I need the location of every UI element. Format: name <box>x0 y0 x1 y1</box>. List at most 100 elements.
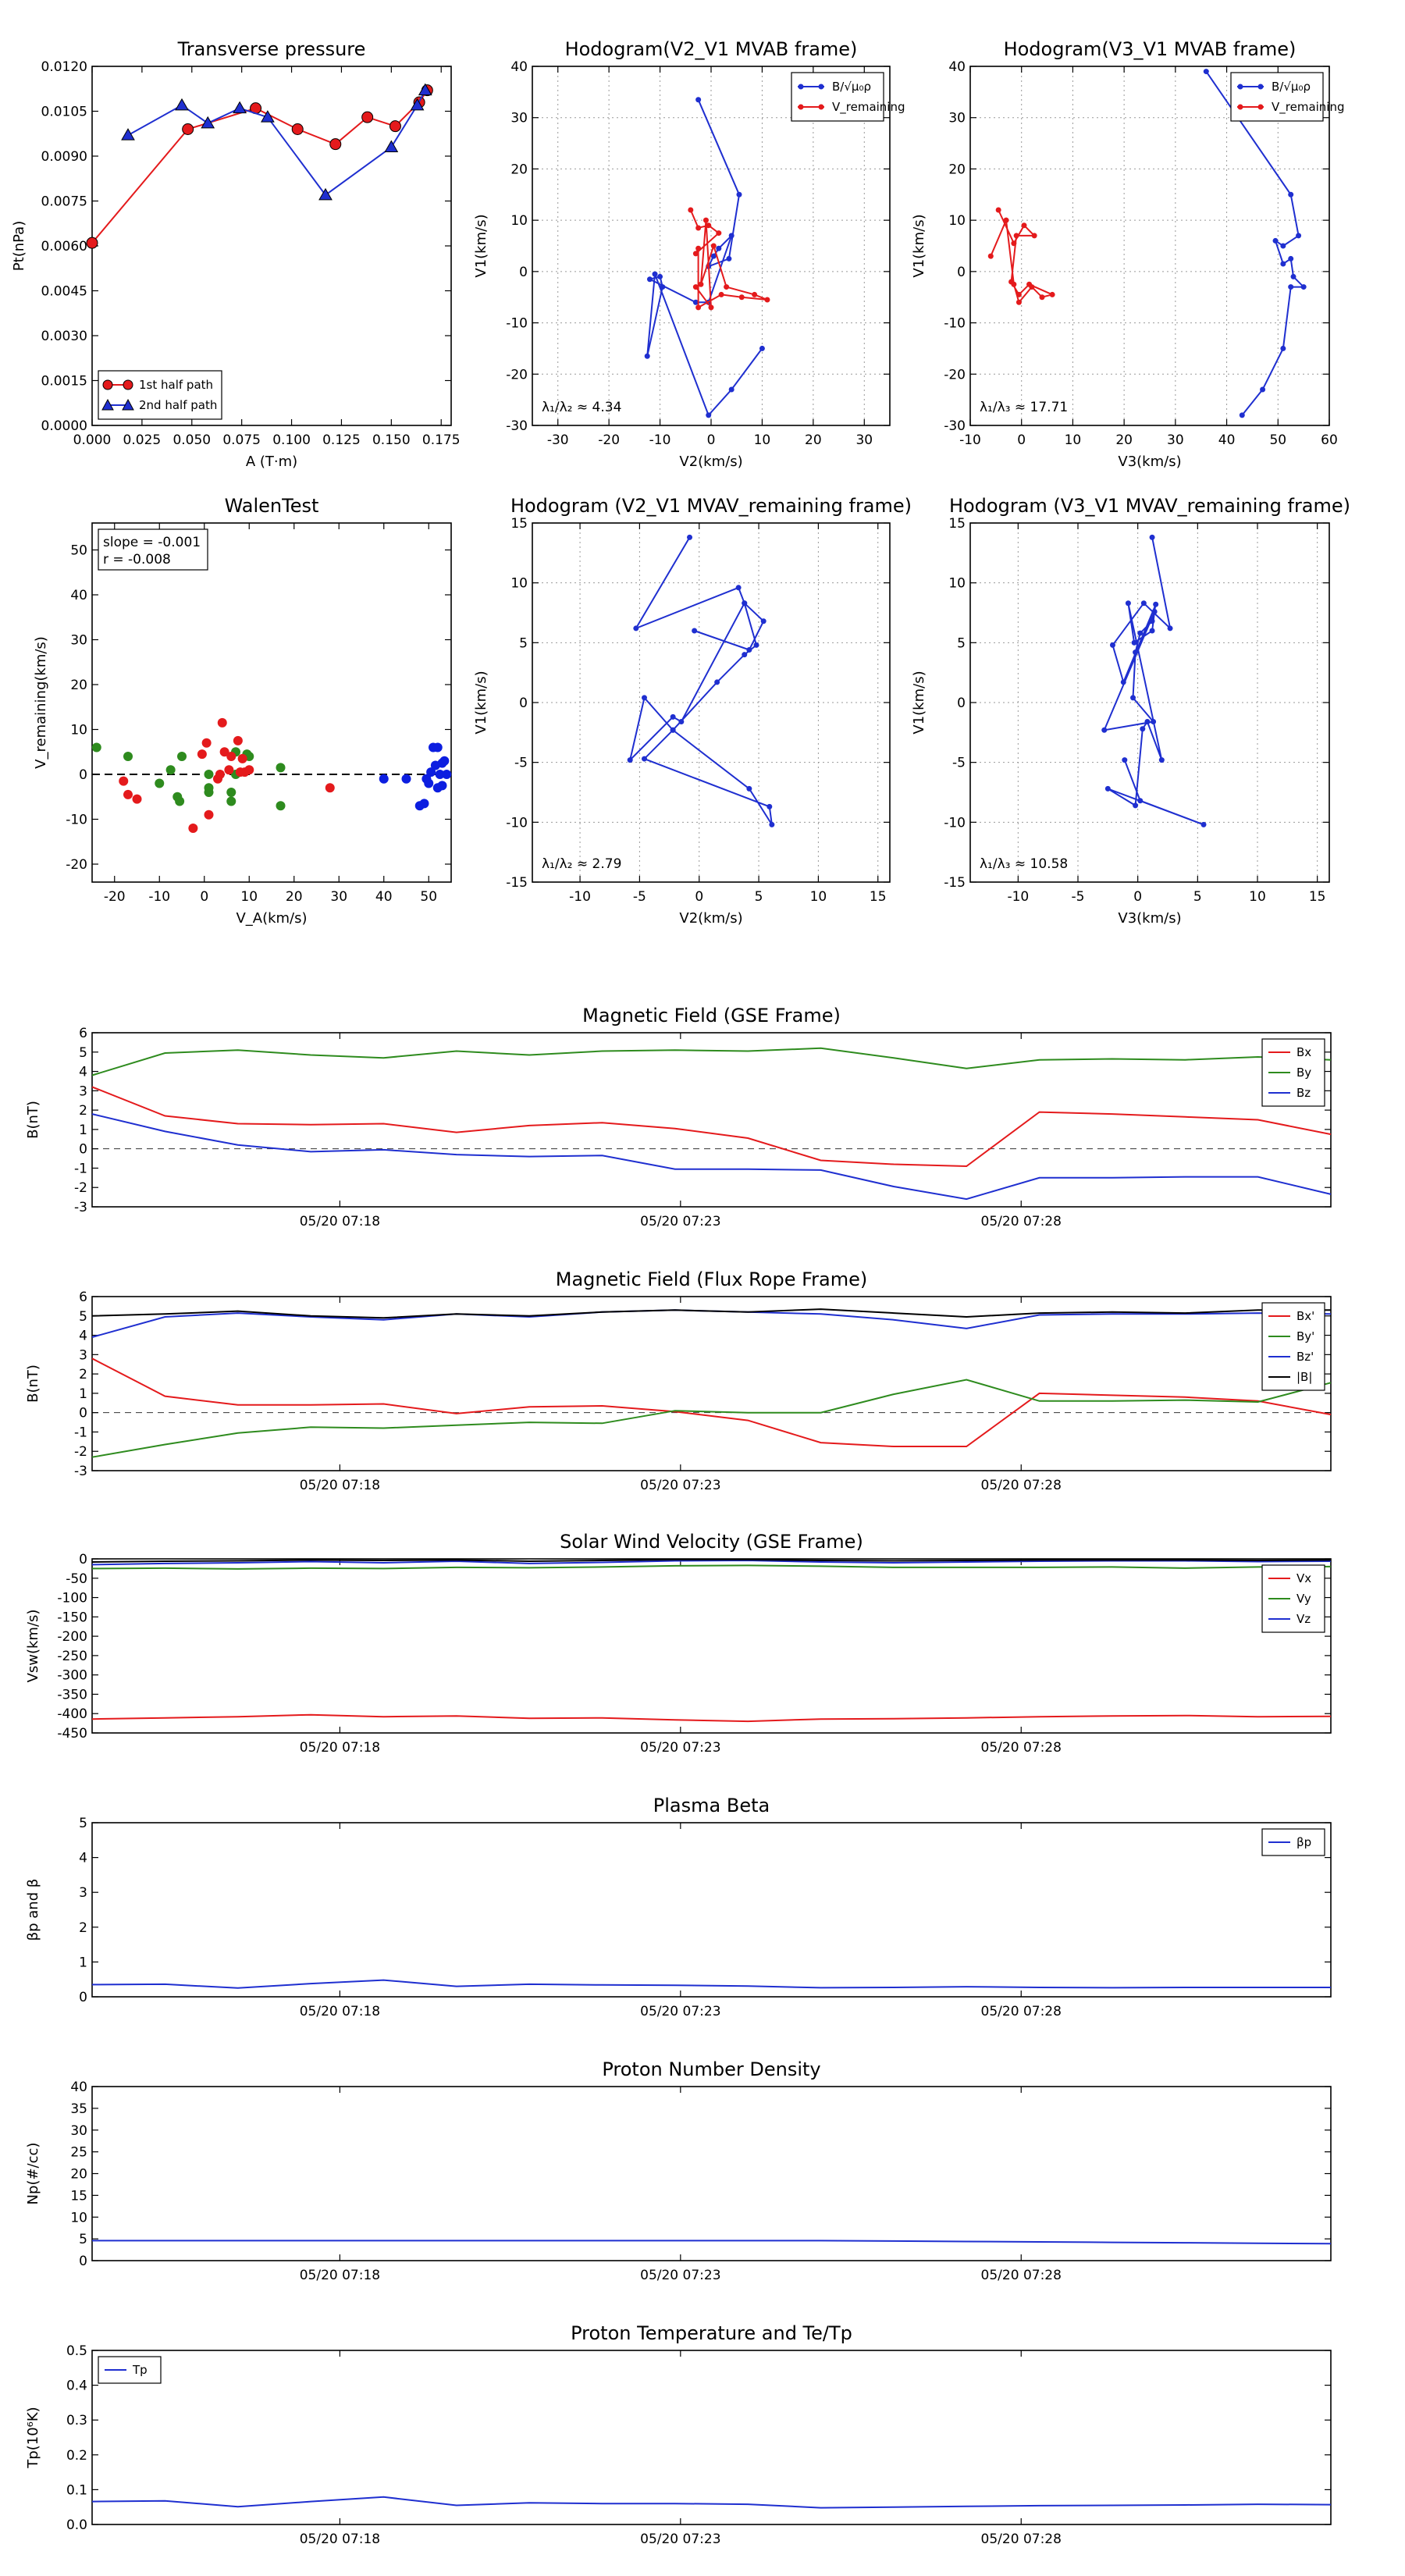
walen-point-2-11 <box>435 770 445 779</box>
hodo4-series-line-0 <box>1103 537 1204 826</box>
hodo1-point-1-3 <box>716 230 722 237</box>
hodo4-ytick-label-4: 5 <box>957 635 966 651</box>
mag_gse-series-line-2 <box>91 1113 1332 1201</box>
hodo2-point-1-10 <box>1029 284 1035 290</box>
hodo4-ytick-label-5: 10 <box>948 576 966 592</box>
vsw-ytick-label-9: 0 <box>79 1552 87 1567</box>
hodo2-xtick-label-0: -10 <box>959 432 981 448</box>
beta-frame <box>91 1822 1332 1998</box>
hodo3-xtick-label-5: 15 <box>870 889 887 905</box>
mag_gse-ytick-label-8: 5 <box>79 1045 87 1061</box>
beta-title: Plasma Beta <box>653 1795 770 1816</box>
transverse_pressure-xtick-label-7: 0.175 <box>422 432 461 448</box>
transverse_pressure-ytick-label-0: 0.0000 <box>41 418 87 434</box>
beta-ylabel: βp and β <box>25 1879 41 1941</box>
walen-point-1-11 <box>224 765 234 775</box>
hodo2-point-1-9 <box>1039 294 1045 301</box>
vsw-ytick-label-4: -250 <box>57 1649 87 1664</box>
transverse_pressure-panel: Transverse pressure 0.000 0.025 0.050 0.075 0… <box>11 38 461 470</box>
hodo1-point-1-2 <box>706 222 712 229</box>
walen-point-1-13 <box>233 735 243 745</box>
walen-point-2-10 <box>432 742 443 753</box>
hodo4-xtick-label-1: -5 <box>1072 889 1085 905</box>
hodo1-point-0-0 <box>695 97 702 103</box>
walen-point-2-14 <box>439 756 450 766</box>
walen-panel: WalenTest -20 -10 0 10 20 30 40 50 -20 -10 0 10 20 30 4… <box>33 495 452 927</box>
vsw-legend: Vx Vy Vz <box>1261 1564 1325 1633</box>
hodo2-point-1-11 <box>1016 299 1022 305</box>
hodo4-point-0-7 <box>1137 630 1144 636</box>
temp-ytick-label-2: 0.2 <box>66 2448 87 2464</box>
hodo4-xtick-label-5: 15 <box>1309 889 1326 905</box>
hodo1-point-0-8 <box>692 299 699 305</box>
mag_fr-legend-label-2: Bz' <box>1297 1350 1314 1364</box>
mag_fr-series-line-3 <box>91 1308 1331 1319</box>
hodo3-point-0-0 <box>687 534 693 540</box>
hodo4-panel: Hodogram (V3_V1 MVAV_remaining frame) -10… <box>911 495 1350 927</box>
hodo1-point-0-16 <box>759 345 765 351</box>
hodo2-point-1-2 <box>1021 222 1027 229</box>
walen-point-2-6 <box>426 767 436 777</box>
mag_fr-ytick-label-8: 5 <box>79 1309 87 1325</box>
transverse_pressure-point-0-1 <box>182 123 194 135</box>
walen-point-1-8 <box>215 770 225 779</box>
hodo2-title: Hodogram(V3_V1 MVAB frame) <box>1004 38 1297 60</box>
hodo4-xtick-label-3: 5 <box>1193 889 1202 905</box>
transverse_pressure-ylabel: Pt(nPa) <box>11 221 27 271</box>
transverse_pressure-legend-label-0: 1st half path <box>139 378 213 392</box>
walen-point-0-6 <box>177 752 187 761</box>
hodo1-legend-label-0: B/√μ₀ρ <box>832 80 871 94</box>
walen-xlabel: V_A(km/s) <box>236 910 307 927</box>
vsw-ytick-label-2: -350 <box>57 1687 87 1703</box>
walen-xtick-label-4: 20 <box>286 889 303 905</box>
hodo2-xlabel: V3(km/s) <box>1118 454 1181 470</box>
hodo2-legend-label-1: V_remaining <box>1272 100 1345 115</box>
hodo3-point-0-14 <box>714 679 720 685</box>
vsw-ytick-label-5: -200 <box>57 1629 87 1645</box>
transverse_pressure-point-0-0 <box>86 237 98 249</box>
hodo2-xtick-label-4: 30 <box>1167 432 1184 448</box>
transverse_pressure-point-0-3 <box>291 123 304 135</box>
hodo1-point-1-1 <box>695 225 702 231</box>
walen-point-1-15 <box>237 753 247 763</box>
transverse_pressure-point-1-1 <box>175 98 189 111</box>
density-ytick-label-0: 0 <box>79 2254 87 2269</box>
hodo1-point-0-2 <box>726 255 732 262</box>
walen-point-2-0 <box>379 774 389 784</box>
hodo3-panel: Hodogram (V2_V1 MVAV_remaining frame) -10… <box>473 495 912 927</box>
walen-point-1-18 <box>325 783 335 793</box>
hodo2-xtick-label-7: 60 <box>1321 432 1338 448</box>
hodo2-point-1-12 <box>1011 281 1017 287</box>
hodo1-point-0-4 <box>710 253 717 259</box>
hodo3-point-0-20 <box>692 628 698 634</box>
transverse_pressure-legend-marker-0 <box>102 379 113 390</box>
transverse_pressure-legend-label-1: 2nd half path <box>139 398 217 412</box>
hodo1-legend: B/√μ₀ρ V_remaining <box>791 72 905 122</box>
beta-panel: Plasma Beta 0 1 2 3 4 5 05/20 07:18 05/20 07:23 0… <box>25 1795 1332 2019</box>
hodo2-point-0-4 <box>1272 237 1279 244</box>
transverse_pressure-xtick-label-4: 0.100 <box>272 432 311 448</box>
hodo3-ytick-label-0: -15 <box>506 875 528 891</box>
walen-point-0-16 <box>276 763 286 773</box>
transverse_pressure-xtick-label-1: 0.025 <box>123 432 162 448</box>
walen-ytick-label-0: -20 <box>66 857 87 873</box>
hodo3-ytick-label-1: -10 <box>506 815 528 831</box>
density-series-line-0 <box>92 2240 1332 2245</box>
beta-xtick-label-2: 05/20 07:28 <box>981 2004 1062 2019</box>
hodo4-title: Hodogram (V3_V1 MVAV_remaining frame) <box>949 495 1350 517</box>
hodo3-xtick-label-0: -10 <box>569 889 591 905</box>
hodo4-xtick-label-0: -10 <box>1007 889 1029 905</box>
hodo1-point-1-12 <box>710 243 717 249</box>
mag_fr-frame <box>91 1296 1332 1471</box>
transverse_pressure-xtick-label-2: 0.050 <box>173 432 211 448</box>
hodo1-point-1-11 <box>724 284 730 290</box>
density-xtick-label-1: 05/20 07:23 <box>640 2268 720 2283</box>
transverse_pressure-ytick-label-2: 0.0030 <box>41 329 87 344</box>
transverse_pressure-ytick-label-6: 0.0090 <box>41 149 87 165</box>
temp-ytick-label-3: 0.3 <box>66 2413 87 2428</box>
hodo1-xtick-label-2: -10 <box>649 432 671 448</box>
hodo1-point-1-8 <box>738 294 745 301</box>
hodo3-annotation: λ₁/λ₂ ≈ 2.79 <box>542 856 621 872</box>
hodo4-point-0-6 <box>1149 618 1155 624</box>
